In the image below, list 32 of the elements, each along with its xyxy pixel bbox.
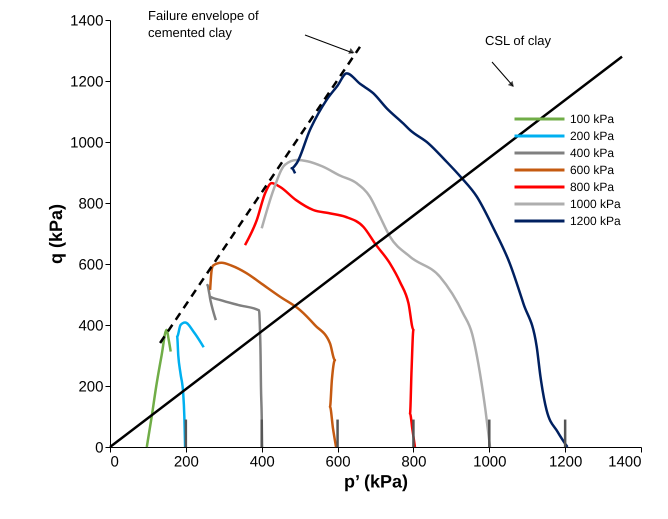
y-tick-label: 400 bbox=[78, 318, 104, 334]
line-series bbox=[290, 72, 569, 448]
y-tick-label: 1400 bbox=[70, 12, 104, 30]
x-tick-label: 200 bbox=[174, 454, 199, 470]
annotation: Failure envelope of cemented clay bbox=[148, 8, 259, 40]
y-tick-label: 0 bbox=[95, 440, 104, 456]
line-series bbox=[244, 182, 416, 448]
line-series bbox=[260, 158, 492, 448]
y-tick-label: 800 bbox=[78, 196, 104, 212]
y-tick-label: 1000 bbox=[70, 134, 104, 152]
x-tick-label: 400 bbox=[250, 454, 275, 470]
line-series bbox=[208, 262, 338, 448]
line-series bbox=[146, 328, 172, 448]
legend-label: 100 kPa bbox=[570, 112, 614, 126]
x-tick-label: 800 bbox=[401, 454, 426, 470]
y-tick-label: 200 bbox=[78, 378, 104, 396]
y-axis-title: q (kPa) bbox=[46, 204, 66, 264]
y-tick-label: 600 bbox=[78, 256, 104, 274]
legend-label: 600 kPa bbox=[570, 163, 614, 177]
x-tick-label: 1200 bbox=[548, 454, 582, 470]
legend-label: 800 kPa bbox=[570, 180, 614, 194]
y-tick-label: 1200 bbox=[70, 74, 104, 90]
legend-label: 400 kPa bbox=[570, 146, 614, 160]
x-tick-label: 600 bbox=[326, 454, 351, 470]
legend-label: 200 kPa bbox=[570, 129, 614, 143]
legend-label: 1200 kPa bbox=[570, 214, 622, 228]
x-tick-label: 1400 bbox=[608, 454, 642, 470]
annotation: CSL of clay bbox=[485, 33, 552, 48]
legend-label: 1000 kPa bbox=[570, 197, 622, 211]
x-tick-label: 1000 bbox=[473, 454, 506, 470]
x-axis-title: p’ (kPa) bbox=[344, 472, 408, 492]
x-tick-label: 0 bbox=[110, 454, 119, 470]
